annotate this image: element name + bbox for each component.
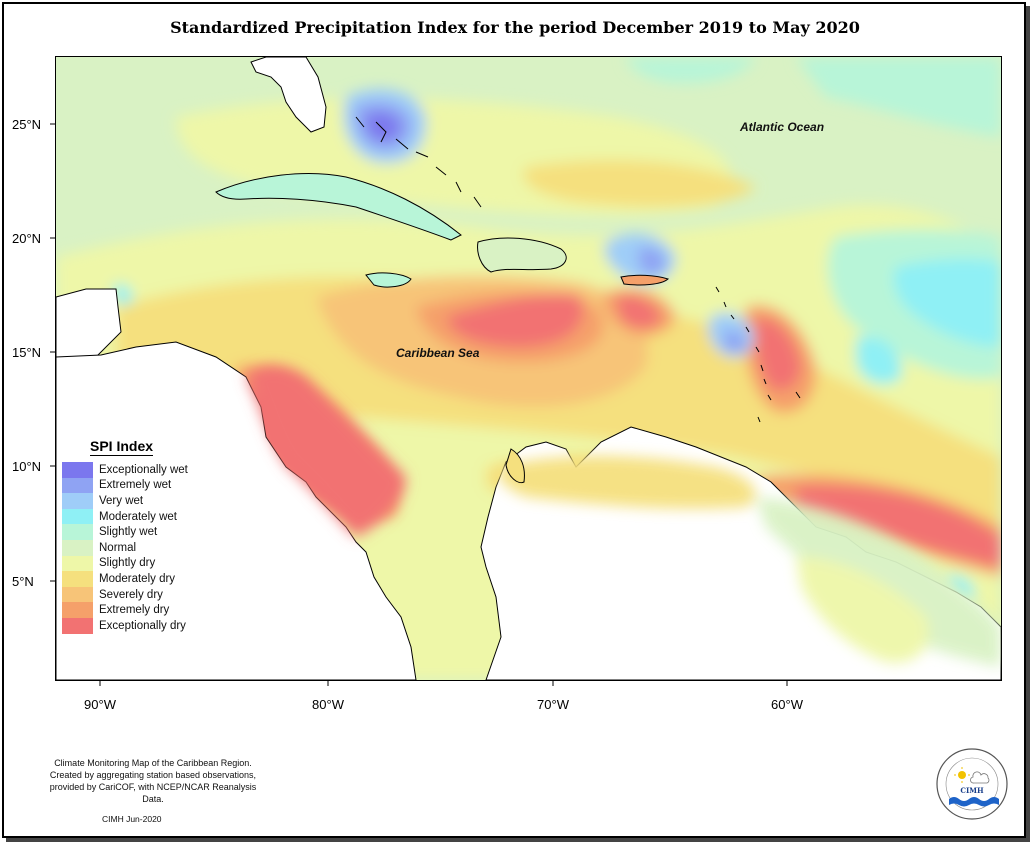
- legend-swatch: [62, 477, 93, 494]
- legend-swatch: [62, 508, 93, 525]
- y-tick-15n: 15°N: [12, 345, 42, 360]
- legend-item: Moderately dry: [62, 571, 212, 587]
- caribbean-sea-label: Caribbean Sea: [396, 346, 480, 360]
- x-tick-60w: 60°W: [771, 697, 803, 712]
- legend-swatch: [62, 602, 93, 618]
- x-tick-90w: 90°W: [84, 697, 116, 712]
- legend-label: Normal: [99, 541, 137, 554]
- wave-icon: [949, 797, 999, 807]
- y-tick-20n: 20°N: [12, 231, 42, 246]
- legend-swatch: [62, 539, 93, 556]
- date-stamp: CIMH Jun-2020: [102, 814, 162, 824]
- spi-field: [56, 57, 1001, 680]
- legend-item: Exceptionally dry: [62, 617, 212, 634]
- legend-swatch: [62, 524, 93, 540]
- sun-icon: [958, 771, 966, 779]
- atlantic-ocean-label: Atlantic Ocean: [740, 120, 825, 134]
- legend-label: Slightly dry: [99, 557, 156, 570]
- legend-label: Extremely dry: [99, 604, 170, 617]
- map-title: Standardized Precipitation Index for the…: [170, 18, 860, 37]
- logo-text: CIMH: [960, 786, 984, 795]
- cloud-icon: [970, 771, 990, 784]
- credits: Climate Monitoring Map of the Caribbean …: [38, 757, 268, 805]
- legend-item: Slightly dry: [62, 555, 212, 572]
- legend-title: SPI Index: [90, 438, 154, 456]
- legend-swatch: [62, 462, 93, 478]
- x-tick-80w: 80°W: [312, 697, 344, 712]
- legend-rows: Exceptionally wet Extremely wet Very wet Mo…: [62, 462, 212, 634]
- legend-item: Exceptionally wet: [62, 462, 212, 478]
- legend-label: Moderately dry: [99, 572, 176, 585]
- legend-item: Normal: [62, 539, 212, 556]
- legend-item: Slightly wet: [62, 524, 212, 540]
- legend-swatch: [62, 555, 93, 572]
- credit-line-2: Created by aggregating station based obs…: [49, 770, 257, 780]
- legend-item: Extremely wet: [62, 477, 212, 494]
- legend-label: Moderately wet: [99, 510, 177, 523]
- legend-label: Exceptionally wet: [99, 463, 188, 476]
- legend-item: Very wet: [62, 493, 212, 509]
- legend-label: Very wet: [99, 494, 144, 507]
- legend-swatch: [62, 617, 93, 634]
- credit-line-1: Climate Monitoring Map of the Caribbean …: [54, 758, 252, 768]
- legend-item: Severely dry: [62, 586, 212, 603]
- spi-legend: SPI Index Exceptionally wet Extremely wet…: [62, 438, 212, 634]
- y-tick-25n: 25°N: [12, 117, 42, 132]
- credit-line-3: provided by CariCOF, with NCEP/NCAR Rean…: [49, 782, 257, 804]
- cimh-logo: CIMH: [936, 748, 1008, 820]
- legend-label: Extremely wet: [99, 479, 172, 492]
- legend-swatch: [62, 586, 93, 603]
- legend-label: Severely dry: [99, 588, 163, 601]
- legend-item: Extremely dry: [62, 602, 212, 618]
- legend-swatch: [62, 493, 93, 509]
- x-tick-70w: 70°W: [537, 697, 569, 712]
- legend-label: Exceptionally dry: [99, 619, 186, 632]
- legend-item: Moderately wet: [62, 508, 212, 525]
- y-tick-10n: 10°N: [12, 459, 42, 474]
- y-tick-5n: 5°N: [12, 574, 34, 589]
- spi-map: [55, 56, 1002, 681]
- legend-label: Slightly wet: [99, 526, 158, 539]
- legend-swatch: [62, 571, 93, 587]
